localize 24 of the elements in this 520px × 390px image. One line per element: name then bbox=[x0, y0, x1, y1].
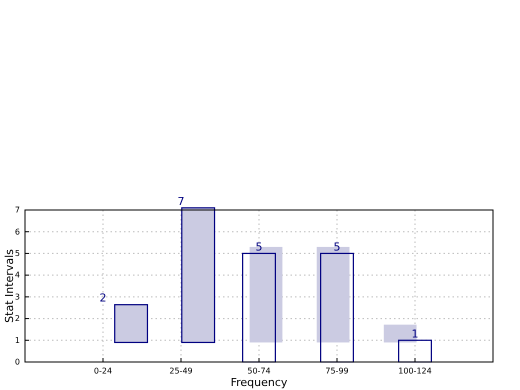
annotation: 5 bbox=[256, 240, 262, 254]
x-tick-label: 25-49 bbox=[169, 366, 193, 376]
y-tick-label: 0 bbox=[14, 358, 20, 367]
x-axis-title: Frequency bbox=[230, 376, 288, 389]
x-tick-label: 100-124 bbox=[398, 366, 432, 376]
y-tick-label: 4 bbox=[14, 270, 20, 280]
y-tick-label: 5 bbox=[14, 248, 20, 258]
y-tick-label: 3 bbox=[14, 292, 20, 302]
annotation: 2 bbox=[100, 292, 106, 305]
y-tick-label: 7 bbox=[14, 206, 20, 215]
y-axis-title: Stat Intervals bbox=[3, 248, 16, 323]
annotation: 5 bbox=[334, 240, 340, 254]
y-tick-label: 1 bbox=[14, 336, 20, 345]
y-tick-label: 2 bbox=[14, 314, 20, 324]
x-tick-label: 50-74 bbox=[247, 366, 271, 376]
bar bbox=[384, 324, 417, 342]
text: 7 bbox=[178, 194, 184, 208]
annotation: 1 bbox=[412, 327, 418, 340]
bar bbox=[181, 207, 216, 344]
x-tick-label: 0-24 bbox=[94, 366, 112, 376]
y-tick-label: 6 bbox=[14, 227, 20, 236]
bar bbox=[320, 252, 354, 363]
x-tick-label: 75-99 bbox=[325, 366, 349, 376]
bar bbox=[114, 304, 148, 344]
